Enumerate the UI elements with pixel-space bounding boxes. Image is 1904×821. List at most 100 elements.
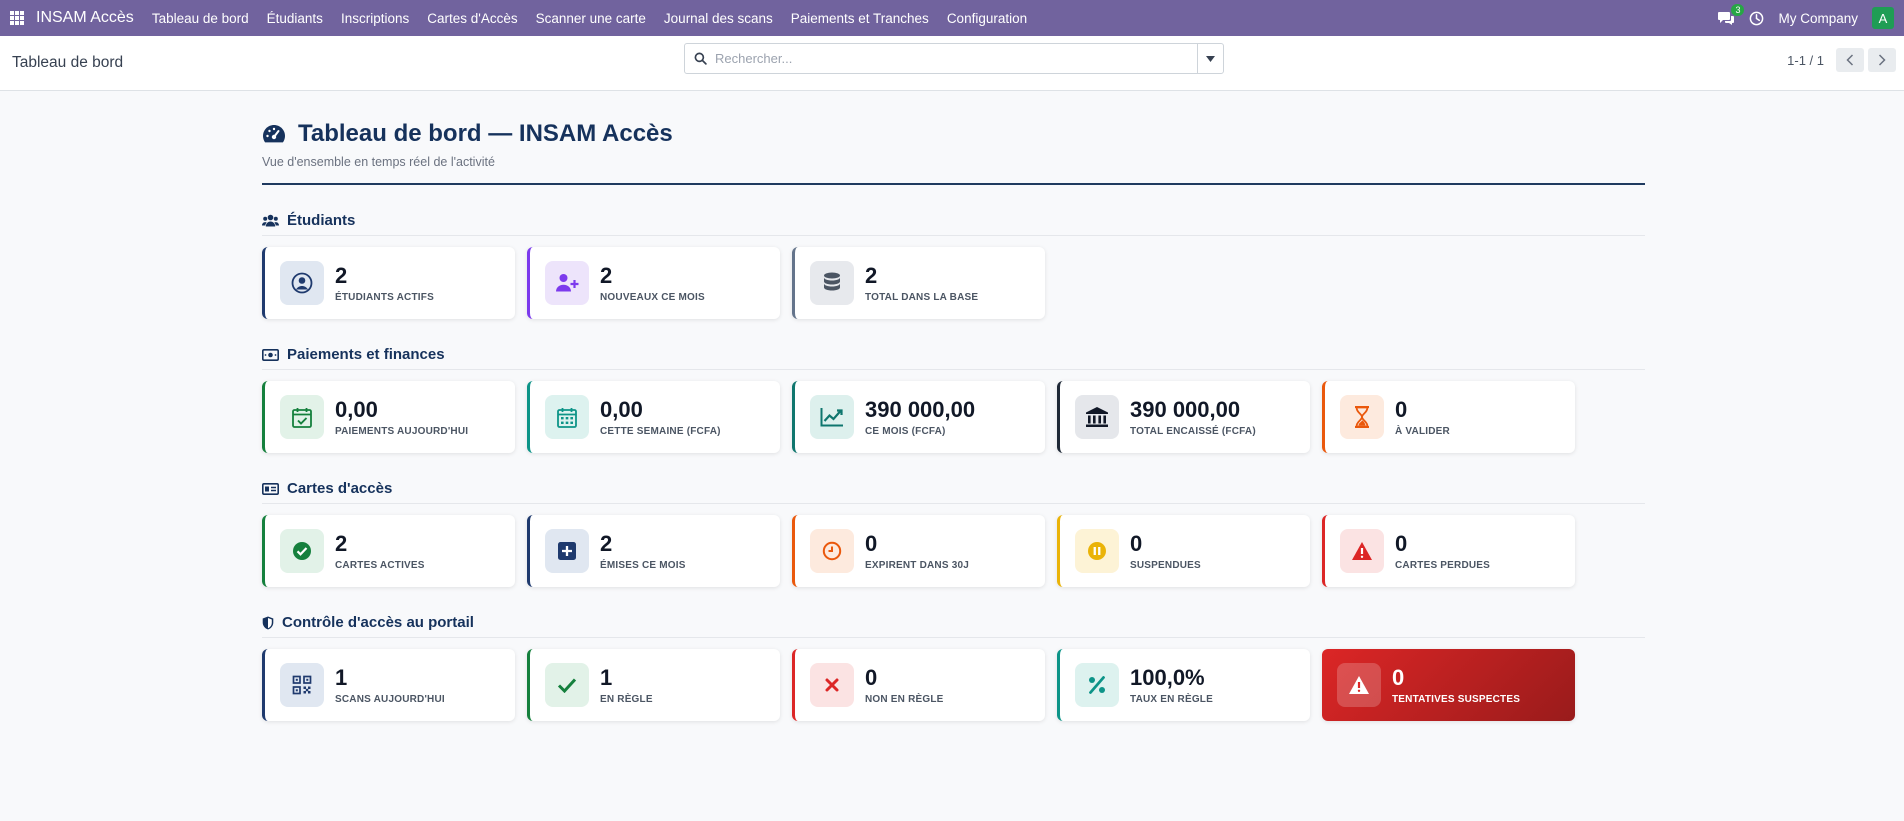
kpi-value: 2 [865,263,878,288]
company-switcher[interactable]: My Company [1778,10,1858,26]
kpi-value: 0 [865,531,878,556]
kpi-label: À valider [1395,426,1450,437]
cards-row-access-cards: 2 Cartes actives 2 Émises ce mois 0 Expi… [262,515,1645,587]
kpi-card-non-compliant[interactable]: 0 Non en règle [792,649,1045,721]
hourglass-icon [1340,395,1384,439]
kpi-text: 2 Étudiants actifs [335,263,434,303]
kpi-text: 0 Non en règle [865,665,944,705]
menu-access-cards[interactable]: Cartes d'Accès [427,10,518,26]
kpi-text: 100,0% Taux en règle [1130,665,1213,705]
chat-icon [1718,11,1735,25]
kpi-text: 0 Cartes perdues [1395,531,1490,571]
kpi-card-scans-today[interactable]: 1 Scans aujourd'hui [262,649,515,721]
kpi-label: Cartes actives [335,560,425,571]
kpi-label: Paiements aujourd'hui [335,426,469,437]
kpi-text: 2 Émises ce mois [600,531,686,571]
messaging-button[interactable]: 3 [1717,3,1745,26]
id-card-icon [262,482,279,495]
menu-payments[interactable]: Paiements et Tranches [790,10,929,26]
chat-count-badge: 3 [1731,3,1745,16]
plus-square-icon [545,529,589,573]
user-avatar[interactable]: A [1872,7,1894,29]
qrcode-icon [280,663,324,707]
search-icon [685,52,715,65]
dashboard-content: Tableau de bord — INSAM Accès Vue d'ense… [262,120,1645,721]
kpi-label: Nouveaux ce mois [600,292,705,303]
kpi-card-payments-week[interactable]: 0,00 Cette semaine (FCFA) [527,381,780,453]
kpi-card-new-students[interactable]: 2 Nouveaux ce mois [527,247,780,319]
warning-icon [1337,663,1381,707]
kpi-card-active-students[interactable]: 2 Étudiants actifs [262,247,515,319]
kpi-label: Taux en règle [1130,694,1213,705]
section-title-text: Contrôle d'accès au portail [282,614,474,631]
caret-down-icon [1206,55,1215,62]
kpi-card-suspended[interactable]: 0 Suspendues [1057,515,1310,587]
kpi-value: 1 [335,665,348,690]
bank-icon [1075,395,1119,439]
navbar-systray: 3 My Company A [1717,3,1894,29]
kpi-value: 1 [600,665,613,690]
pager-value[interactable]: 1-1 / 1 [1787,52,1824,68]
kpi-text: 390 000,00 Ce mois (FCFA) [865,397,975,437]
kpi-card-lost-cards[interactable]: 0 Cartes perdues [1322,515,1575,587]
kpi-card-to-validate[interactable]: 0 À valider [1322,381,1575,453]
kpi-card-payments-today[interactable]: 0,00 Paiements aujourd'hui [262,381,515,453]
clock-icon [810,529,854,573]
kpi-label: Total dans la base [865,292,979,303]
cards-row-access-control: 1 Scans aujourd'hui 1 En règle 0 Non en … [262,649,1645,721]
control-panel: Tableau de bord 1-1 / 1 [0,36,1904,91]
kpi-text: 1 En règle [600,665,653,705]
section-title-students: Étudiants [262,212,1645,236]
kpi-value: 0 [1130,531,1143,556]
activity-clock-icon[interactable] [1749,11,1764,26]
kpi-value: 0 [1392,665,1405,690]
money-icon [262,348,279,361]
calendar-icon [545,395,589,439]
calendar-check-icon [280,395,324,439]
app-brand[interactable]: INSAM Accès [36,9,134,26]
kpi-label: Expirent dans 30j [865,560,969,571]
kpi-card-total-students[interactable]: 2 Total dans la base [792,247,1045,319]
pager-next-button[interactable] [1868,48,1896,72]
menu-scan-log[interactable]: Journal des scans [663,10,773,26]
kpi-label: Étudiants actifs [335,292,434,303]
kpi-card-total-collected[interactable]: 390 000,00 Total encaissé (FCFA) [1057,381,1310,453]
database-icon [810,261,854,305]
kpi-text: 0 Expirent dans 30j [865,531,969,571]
search-options-toggle[interactable] [1197,44,1223,73]
cards-row-payments: 0,00 Paiements aujourd'hui 0,00 Cette se… [262,381,1645,453]
kpi-value: 390 000,00 [1130,397,1241,422]
kpi-text: 0 Tentatives suspectes [1392,665,1520,705]
kpi-card-active-cards[interactable]: 2 Cartes actives [262,515,515,587]
kpi-card-issued-month[interactable]: 2 Émises ce mois [527,515,780,587]
kpi-card-expiring[interactable]: 0 Expirent dans 30j [792,515,1045,587]
pager: 1-1 / 1 [1787,48,1896,72]
kpi-card-compliant[interactable]: 1 En règle [527,649,780,721]
menu-dashboard[interactable]: Tableau de bord [151,10,249,26]
page-header: Tableau de bord — INSAM Accès Vue d'ense… [262,120,1645,185]
kpi-text: 0,00 Cette semaine (FCFA) [600,397,721,437]
kpi-text: 390 000,00 Total encaissé (FCFA) [1130,397,1256,437]
pager-previous-button[interactable] [1836,48,1864,72]
menu-students[interactable]: Étudiants [266,10,323,26]
top-navbar: INSAM Accès Tableau de bord Étudiants In… [0,0,1904,36]
main-menu: Tableau de bord Étudiants Inscriptions C… [152,11,1045,26]
menu-scan-card[interactable]: Scanner une carte [535,10,646,26]
user-plus-icon [545,261,589,305]
chevron-left-icon [1846,54,1854,66]
kpi-card-suspicious-attempts[interactable]: 0 Tentatives suspectes [1322,649,1575,721]
kpi-label: Total encaissé (FCFA) [1130,426,1256,437]
kpi-text: 0 À valider [1395,397,1450,437]
search-input[interactable] [715,44,1197,73]
apps-grid-icon[interactable] [10,11,24,25]
tachometer-icon [263,125,285,143]
kpi-text: 2 Cartes actives [335,531,425,571]
page-title-row: Tableau de bord — INSAM Accès [262,120,1645,148]
kpi-value: 100,0% [1130,665,1205,690]
menu-enrollments[interactable]: Inscriptions [340,10,410,26]
kpi-card-compliance-rate[interactable]: 100,0% Taux en règle [1057,649,1310,721]
section-title-access-cards: Cartes d'accès [262,480,1645,504]
kpi-card-payments-month[interactable]: 390 000,00 Ce mois (FCFA) [792,381,1045,453]
percent-icon [1075,663,1119,707]
menu-configuration[interactable]: Configuration [946,10,1028,26]
